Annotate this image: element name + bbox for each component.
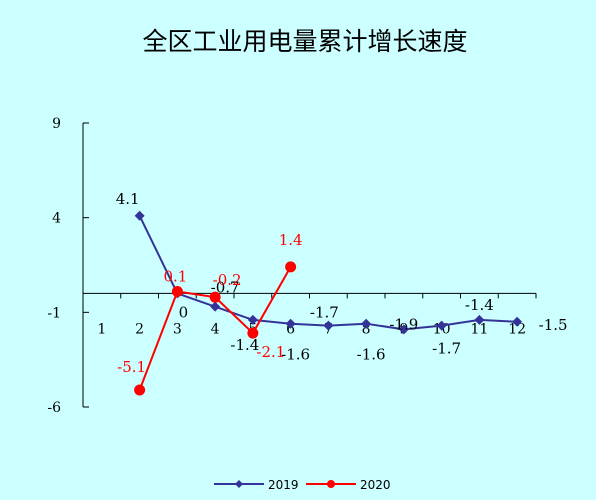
- data-label-2020: 1.4: [279, 231, 303, 249]
- x-tick-label: 8: [362, 321, 371, 337]
- data-label-2019: -0.7: [211, 279, 240, 297]
- chart-title: 全区工业用电量累计增长速度: [142, 27, 467, 56]
- x-tick-label: 6: [286, 321, 295, 337]
- legend-label-2019: 2019: [268, 478, 299, 492]
- series-marker-2019: [210, 301, 221, 312]
- data-label-2020: -5.1: [117, 358, 146, 376]
- series-marker-2019: [323, 320, 334, 331]
- data-label-2020: 0.1: [163, 268, 187, 286]
- y-tick-label: -6: [47, 400, 61, 416]
- data-label-2019: -1.5: [539, 316, 568, 334]
- data-label-2019: 4.1: [116, 190, 140, 208]
- data-label-2019: -1.4: [465, 296, 494, 314]
- series-marker-2019: [134, 210, 145, 221]
- y-tick-label: 9: [52, 116, 61, 132]
- legend-label-2020: 2020: [360, 478, 391, 492]
- data-label-2019: -1.6: [357, 346, 386, 364]
- series-marker-2020: [171, 286, 183, 298]
- data-label-2019: -1.7: [432, 340, 461, 358]
- series-marker-2019: [247, 314, 258, 325]
- y-tick-label: 4: [52, 211, 61, 227]
- series-marker-2019: [285, 318, 296, 329]
- data-label-2020: -0.2: [213, 271, 242, 289]
- x-tick-label: 3: [173, 321, 182, 337]
- x-tick-label: 4: [211, 321, 220, 337]
- x-tick-label: 2: [135, 321, 144, 337]
- y-tick-label: -1: [47, 305, 61, 321]
- x-tick-label: 12: [508, 321, 526, 337]
- series-marker-2019: [512, 316, 523, 327]
- x-tick-label: 1: [97, 321, 106, 337]
- series-marker-2020: [134, 384, 146, 396]
- series-marker-2019: [436, 320, 447, 331]
- data-label-2019: -1.7: [310, 304, 339, 322]
- x-tick-label: 11: [470, 321, 488, 337]
- data-label-2019: -1.6: [281, 346, 310, 364]
- series-marker-2019: [398, 324, 409, 335]
- data-label-2019: -1.4: [230, 336, 259, 354]
- series-marker-2020: [209, 291, 221, 303]
- data-label-2020: -2.1: [256, 343, 285, 361]
- data-label-2019: 0: [179, 303, 189, 321]
- legend-marker-2019: [235, 480, 243, 488]
- series-marker-2019: [361, 318, 372, 329]
- data-label-2019: -1.9: [389, 315, 418, 333]
- series-marker-2019: [474, 314, 485, 325]
- series-marker-2020: [247, 327, 259, 339]
- legend-marker-2020: [327, 480, 335, 488]
- series-marker-2020: [285, 261, 297, 273]
